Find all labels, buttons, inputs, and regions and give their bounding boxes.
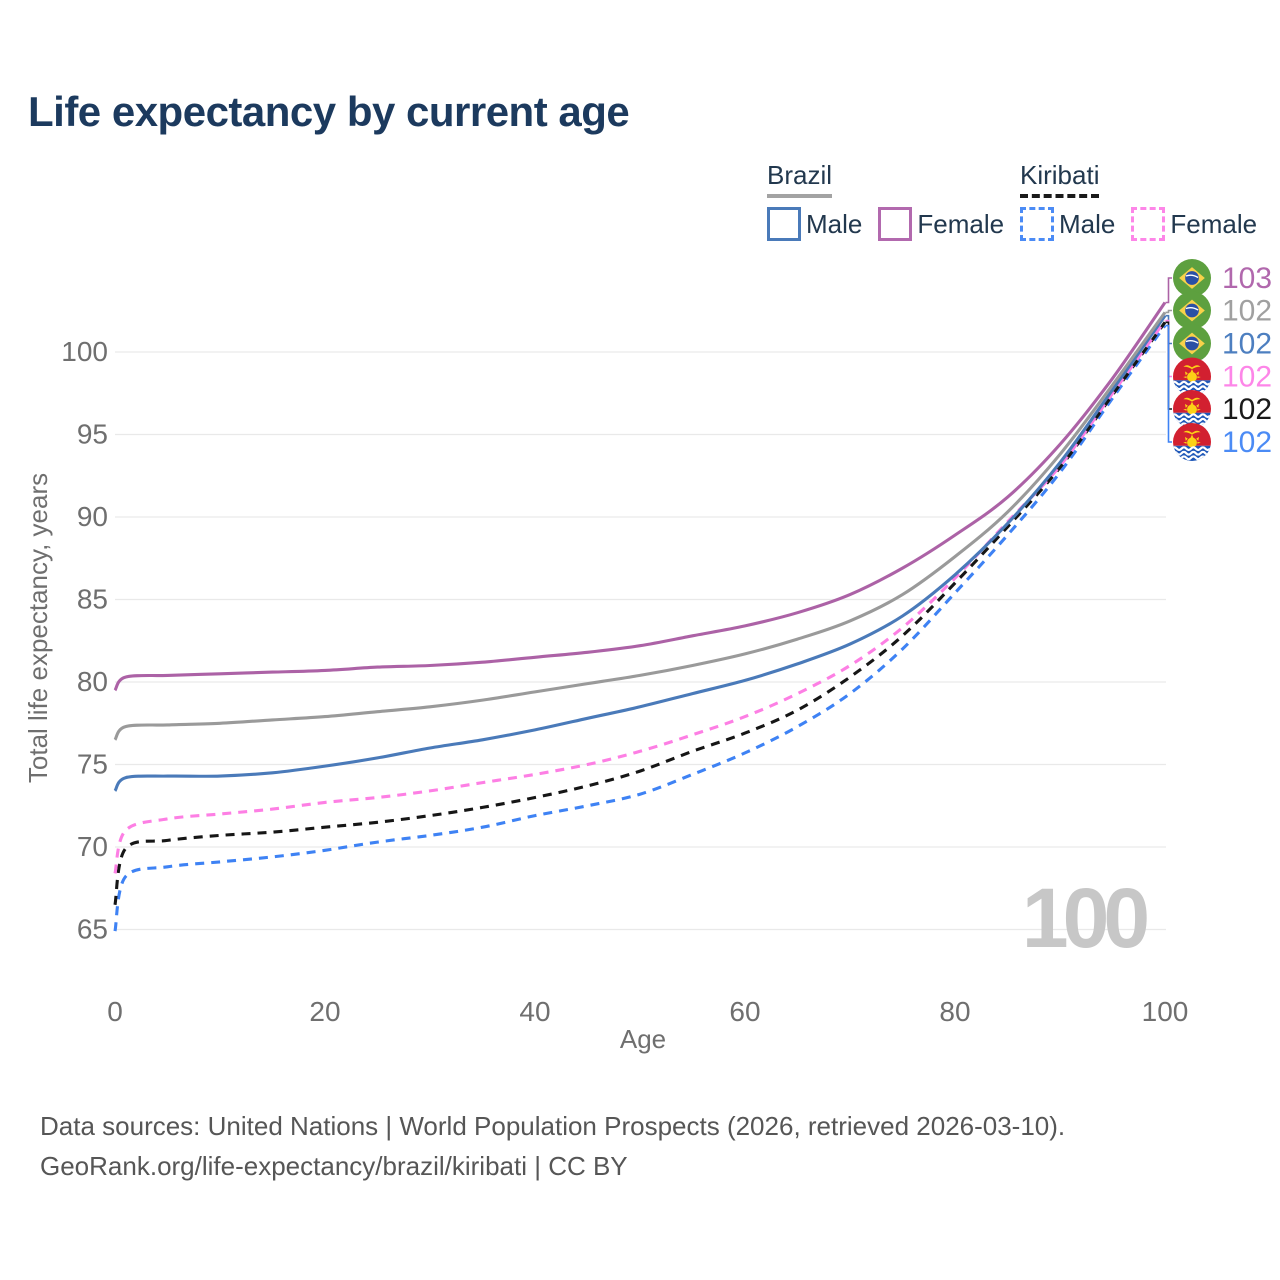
x-tick-label-80: 80 <box>939 996 970 1027</box>
series-line-brazil-male <box>113 314 1167 792</box>
legend-swatch-brazil-female-icon <box>878 207 913 241</box>
legend-swatch-kiribati-male-icon <box>1020 207 1054 241</box>
y-tick-label-90: 90 <box>77 501 108 532</box>
y-tick-label-85: 85 <box>77 584 108 615</box>
flag-kiribati-icon <box>1172 423 1211 461</box>
y-tick-label-70: 70 <box>77 831 108 862</box>
end-value-label-brazil-total: 102 <box>1222 295 1272 328</box>
end-value-label-brazil-female: 103 <box>1222 262 1272 295</box>
x-tick-label-40: 40 <box>519 996 550 1027</box>
legend-swatch-kiribati-female-icon <box>1131 207 1166 241</box>
legend-label-brazil-female: Female <box>917 208 1005 239</box>
end-value-label-kiribati-female: 102 <box>1222 361 1272 394</box>
x-axis-title: Age <box>620 1024 666 1054</box>
axis-ticks-layer: 65 70 75 80 85 90 95 100 0 20 40 60 80 100 <box>61 336 1188 1027</box>
x-tick-label-60: 60 <box>729 996 760 1027</box>
series-layer <box>113 301 1167 932</box>
end-value-label-kiribati-male: 102 <box>1222 426 1272 459</box>
gridlines-layer <box>115 351 1166 931</box>
footer-data-sources: Data sources: United Nations | World Pop… <box>40 1111 1066 1141</box>
end-value-label-kiribati-total: 102 <box>1222 393 1272 426</box>
y-tick-label-100: 100 <box>61 336 108 367</box>
y-axis-title: Total life expectancy, years <box>23 473 53 783</box>
footer-attribution: GeoRank.org/life-expectancy/brazil/kirib… <box>40 1151 628 1181</box>
legend-heading-kiribati: Kiribati <box>1020 160 1100 198</box>
page-title: Life expectancy by current age <box>28 88 630 135</box>
legend-group-brazil: Brazil Male Female <box>767 160 1004 241</box>
legend-label-kiribati-female: Female <box>1170 208 1258 239</box>
x-tick-label-20: 20 <box>309 996 340 1027</box>
leader-line-brazil-total <box>1165 309 1172 314</box>
y-tick-label-80: 80 <box>77 666 108 697</box>
y-tick-label-65: 65 <box>77 914 108 945</box>
series-line-brazil-total <box>113 311 1167 741</box>
flag-kiribati-icon <box>1172 390 1211 428</box>
end-value-label-brazil-male: 102 <box>1222 328 1272 361</box>
legend-label-brazil-male: Male <box>806 208 863 239</box>
footer: Data sources: United Nations | World Pop… <box>40 1106 1065 1186</box>
x-tick-label-0: 0 <box>107 996 123 1027</box>
flag-brazil-icon <box>1173 325 1211 363</box>
legend-group-kiribati: Kiribati Male Female <box>1020 160 1257 241</box>
flag-brazil-icon <box>1173 292 1211 330</box>
series-line-kiribati-male <box>113 324 1167 932</box>
leader-line-kiribati-male <box>1165 324 1172 443</box>
watermark-age-counter: 100 <box>1022 871 1147 965</box>
legend-row-kiribati: Male Female <box>1020 207 1257 241</box>
series-line-kiribati-total <box>113 321 1167 906</box>
series-line-brazil-female <box>113 301 1167 692</box>
flag-brazil-icon <box>1173 259 1211 297</box>
legend-row-brazil: Male Female <box>767 207 1004 241</box>
legend-label-kiribati-male: Male <box>1059 208 1116 239</box>
legend-swatch-brazil-male-icon <box>767 207 801 241</box>
flag-kiribati-icon <box>1172 358 1211 396</box>
legend-heading-brazil: Brazil <box>767 160 833 198</box>
series-line-kiribati-female <box>113 319 1167 874</box>
y-tick-label-95: 95 <box>77 419 108 450</box>
x-tick-label-100: 100 <box>1142 996 1189 1027</box>
y-tick-label-75: 75 <box>77 749 108 780</box>
leader-line-brazil-female <box>1165 277 1172 304</box>
